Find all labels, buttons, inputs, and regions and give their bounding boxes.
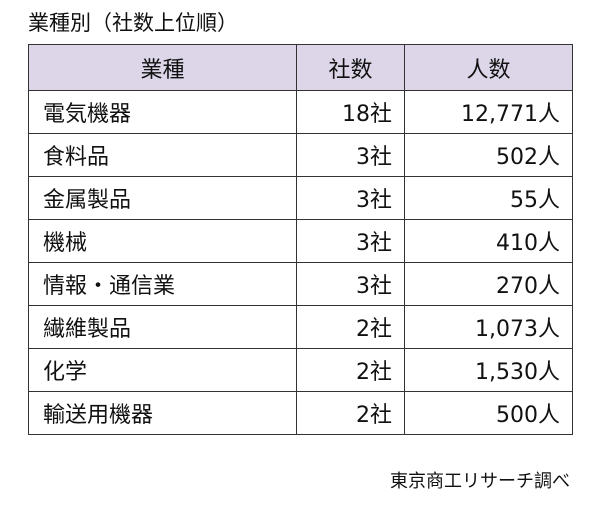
table-row: 電気機器 18社 12,771人	[28, 90, 573, 134]
cell-industry: 輸送用機器	[28, 391, 297, 435]
industry-table: 業種 社数 人数 電気機器 18社 12,771人 食料品 3社 502人 金属…	[28, 44, 573, 435]
cell-industry: 情報・通信業	[28, 262, 297, 306]
cell-people: 502人	[404, 133, 573, 177]
table-row: 化学 2社 1,530人	[28, 348, 573, 392]
table-row: 金属製品 3社 55人	[28, 176, 573, 220]
cell-people: 410人	[404, 219, 573, 263]
table-row: 繊維製品 2社 1,073人	[28, 305, 573, 349]
table-header-row: 業種 社数 人数	[28, 44, 573, 91]
cell-companies: 3社	[296, 133, 405, 177]
cell-companies: 2社	[296, 391, 405, 435]
cell-companies: 3社	[296, 176, 405, 220]
cell-companies: 18社	[296, 90, 405, 134]
table-row: 情報・通信業 3社 270人	[28, 262, 573, 306]
cell-industry: 金属製品	[28, 176, 297, 220]
cell-people: 55人	[404, 176, 573, 220]
source-note: 東京商工リサーチ調べ	[390, 471, 570, 492]
table-row: 機械 3社 410人	[28, 219, 573, 263]
cell-industry: 食料品	[28, 133, 297, 177]
cell-industry: 電気機器	[28, 90, 297, 134]
cell-companies: 2社	[296, 348, 405, 392]
cell-people: 1,530人	[404, 348, 573, 392]
table-row: 輸送用機器 2社 500人	[28, 391, 573, 435]
cell-people: 1,073人	[404, 305, 573, 349]
header-people: 人数	[404, 44, 573, 91]
table-title: 業種別（社数上位順）	[28, 11, 238, 35]
cell-people: 500人	[404, 391, 573, 435]
cell-companies: 3社	[296, 219, 405, 263]
cell-industry: 繊維製品	[28, 305, 297, 349]
table-row: 食料品 3社 502人	[28, 133, 573, 177]
cell-companies: 2社	[296, 305, 405, 349]
cell-industry: 機械	[28, 219, 297, 263]
cell-industry: 化学	[28, 348, 297, 392]
cell-people: 12,771人	[404, 90, 573, 134]
cell-companies: 3社	[296, 262, 405, 306]
header-companies: 社数	[296, 44, 405, 91]
header-industry: 業種	[28, 44, 297, 91]
cell-people: 270人	[404, 262, 573, 306]
